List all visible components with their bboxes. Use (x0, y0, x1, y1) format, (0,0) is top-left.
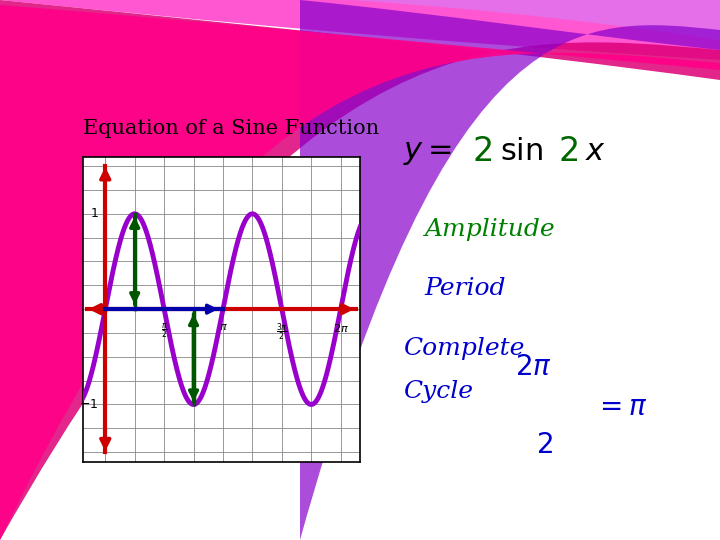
Text: $x$: $x$ (585, 136, 606, 167)
Text: $\mathrm{sin}$: $\mathrm{sin}$ (500, 136, 544, 167)
PathPatch shape (350, 0, 720, 40)
Text: 1: 1 (91, 207, 99, 220)
Text: Equation of a Sine Function: Equation of a Sine Function (83, 119, 379, 138)
Text: $-1$: $-1$ (79, 398, 99, 411)
PathPatch shape (300, 0, 720, 50)
Text: Amplitude: Amplitude (425, 218, 555, 241)
Text: $\frac{\pi}{2}$: $\frac{\pi}{2}$ (161, 321, 168, 340)
Text: Complete: Complete (403, 337, 525, 360)
Text: $y = $: $y = $ (403, 136, 452, 167)
Text: Period: Period (425, 278, 506, 300)
Text: Cycle: Cycle (403, 380, 473, 403)
PathPatch shape (0, 0, 720, 80)
Text: $\mathit{2}$: $\mathit{2}$ (558, 134, 578, 168)
Text: $\frac{3\pi}{2}$: $\frac{3\pi}{2}$ (276, 321, 288, 343)
Text: $\mathit{2}$: $\mathit{2}$ (472, 134, 492, 168)
Text: $2\pi$: $2\pi$ (515, 354, 552, 381)
Text: $\pi$: $\pi$ (219, 321, 228, 332)
PathPatch shape (0, 0, 720, 60)
PathPatch shape (0, 0, 720, 70)
Text: $2$: $2$ (536, 432, 553, 459)
Text: $= \pi$: $= \pi$ (594, 394, 647, 421)
Text: $2\pi$: $2\pi$ (333, 321, 348, 334)
